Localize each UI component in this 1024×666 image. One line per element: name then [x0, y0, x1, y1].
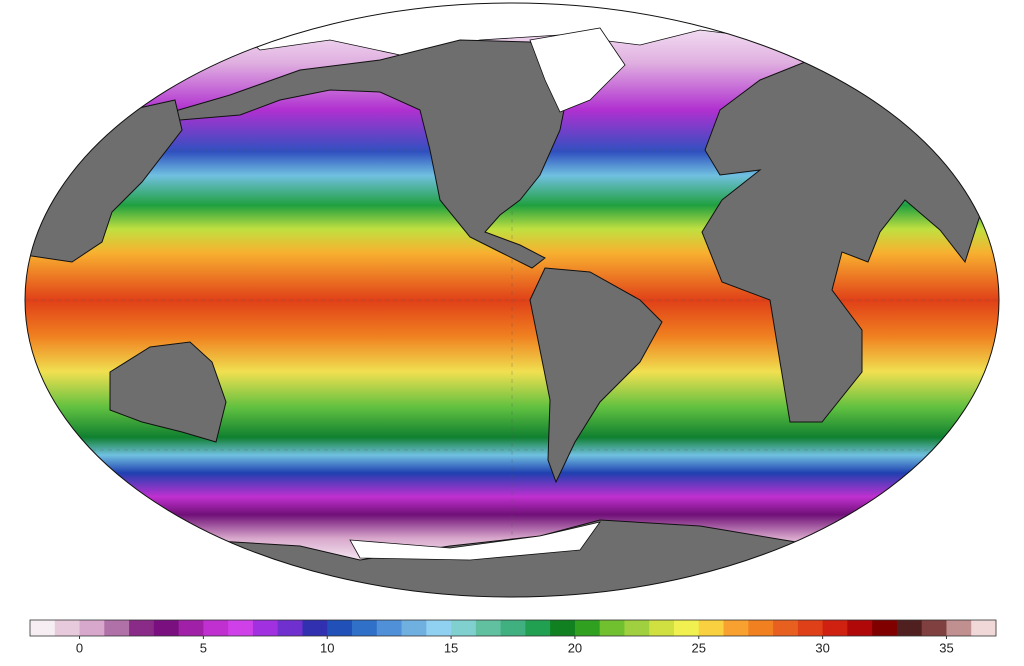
colorbar-segment — [550, 620, 576, 636]
colorbar-segment — [129, 620, 155, 636]
colorbar-segment — [327, 620, 353, 636]
colorbar-tick-label: 35 — [939, 640, 953, 655]
colorbar-segment — [872, 620, 898, 636]
colorbar-segment — [277, 620, 303, 636]
south-america — [529, 267, 663, 484]
colorbar-segment — [30, 620, 56, 636]
colorbar-segment — [376, 620, 403, 636]
colorbar-segment — [674, 620, 700, 636]
colorbar-segment — [822, 620, 848, 636]
colorbar-segment — [525, 620, 551, 636]
australia — [109, 341, 227, 443]
colorbar-tick-label: 10 — [320, 640, 334, 655]
colorbar-segment — [773, 620, 799, 636]
colorbar-frame — [29, 619, 997, 637]
colorbar-tick-label: 25 — [692, 640, 706, 655]
colorbar-segment — [847, 620, 873, 636]
north-america — [109, 39, 571, 269]
colorbar-segment — [500, 620, 526, 636]
colorbar-segment — [54, 620, 81, 636]
colorbar-tick-label: 15 — [444, 640, 458, 655]
colorbar-segment — [252, 620, 279, 636]
colorbar-segment — [574, 620, 601, 636]
colorbar-segment — [748, 620, 774, 636]
map-border — [24, 2, 1000, 598]
colorbar-segment — [426, 620, 452, 636]
map — [25, 3, 999, 597]
colorbar-tick-label: 30 — [815, 640, 829, 655]
colorbar-segment — [228, 620, 254, 636]
colorbar: 0 5 10 15 20 25 30 35 — [29, 619, 997, 655]
colorbar-segment — [797, 620, 824, 636]
colorbar-segment — [178, 620, 204, 636]
colorbar-segment — [649, 620, 675, 636]
colorbar-segment — [401, 620, 427, 636]
greenland — [529, 27, 626, 113]
colorbar-segment — [79, 620, 105, 636]
colorbar-segment — [971, 620, 997, 636]
colorbar-segment — [153, 620, 180, 636]
colorbar-segment — [104, 620, 130, 636]
colorbar-segment — [203, 620, 229, 636]
colorbar-segment — [475, 620, 502, 636]
colorbar-segment — [946, 620, 972, 636]
colorbar-segment — [352, 620, 378, 636]
colorbar-segment — [921, 620, 947, 636]
colorbar-segment — [698, 620, 725, 636]
ice-shelf — [349, 521, 601, 561]
colorbar-segment — [302, 620, 328, 636]
colorbar-segment — [896, 620, 923, 636]
colorbar-tick-label: 0 — [76, 640, 83, 655]
graticule — [25, 3, 999, 597]
colorbar-tick-label: 5 — [200, 640, 207, 655]
colorbar-segment — [451, 620, 477, 636]
colorbar-segment — [723, 620, 749, 636]
colorbar-segment — [624, 620, 650, 636]
colorbar-tick-label: 20 — [568, 640, 582, 655]
colorbar-segment — [599, 620, 625, 636]
